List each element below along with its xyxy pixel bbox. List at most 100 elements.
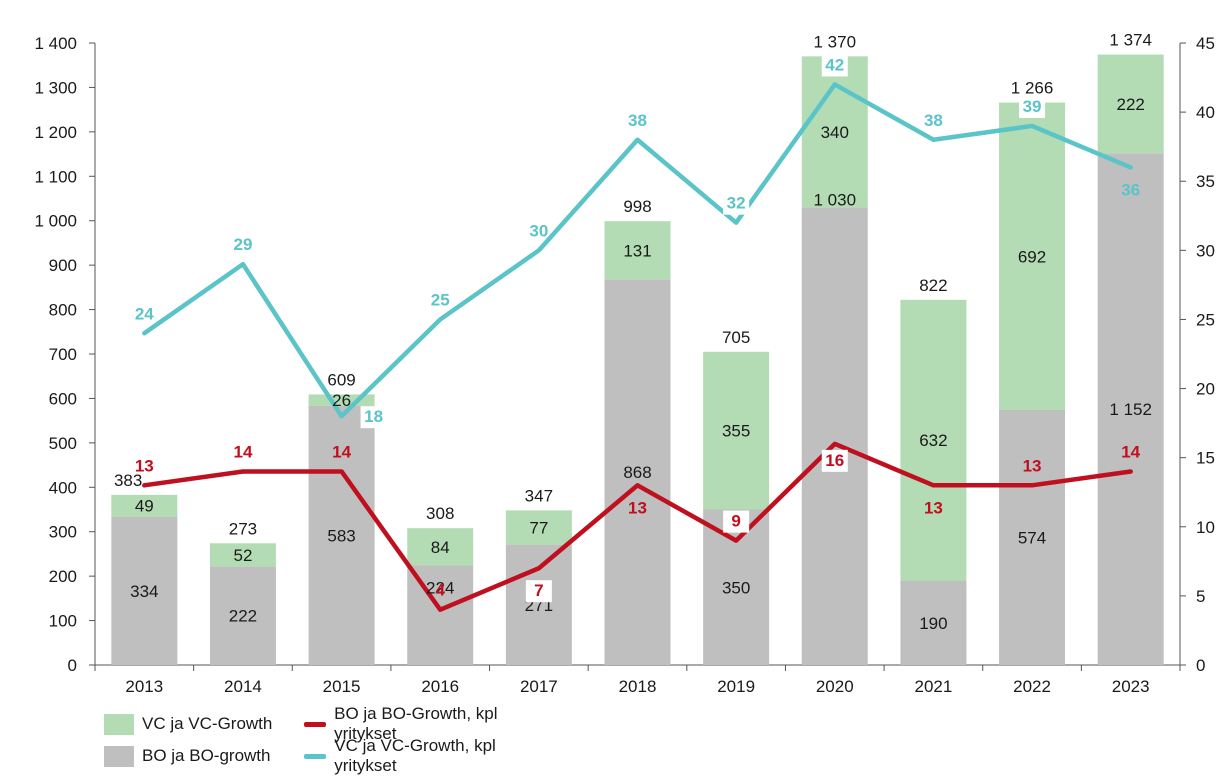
bar-bo	[999, 409, 1066, 665]
bar-bo	[1097, 153, 1164, 665]
left-tick-label: 800	[49, 301, 77, 320]
x-tick-label: 2020	[816, 677, 854, 696]
bar-label-total: 1 374	[1109, 31, 1152, 50]
line-label-vc: 39	[1023, 97, 1042, 116]
legend-item-bo-line: BO ja BO-Growth, kpl yritykset	[304, 704, 504, 744]
left-tick-label: 1 100	[34, 167, 77, 186]
bar-label-vc: 77	[529, 518, 548, 537]
legend-swatch-vc-bar	[104, 713, 134, 735]
line-label-bo-bg	[821, 449, 848, 472]
x-tick-label: 2017	[520, 677, 558, 696]
bar-vc	[900, 299, 967, 581]
bar-vc	[209, 543, 276, 567]
line-bo-count	[142, 441, 1133, 612]
bar-label-vc: 222	[1116, 95, 1144, 114]
legend-label-vc-line: VC ja VC-Growth, kpl yritykset	[334, 736, 496, 775]
right-tick-label: 10	[1196, 518, 1215, 537]
right-tick-label: 0	[1196, 656, 1205, 675]
bar-label-bo: 868	[623, 463, 651, 482]
bar-label-total: 822	[919, 276, 947, 295]
left-tick-label: 1 300	[34, 78, 77, 97]
bar-label-bo: 1 030	[813, 190, 856, 209]
bar-vc	[111, 494, 178, 517]
line-label-bo: 4	[435, 581, 445, 600]
bar-label-vc: 632	[919, 431, 947, 450]
bar-label-total: 347	[525, 486, 553, 505]
bar-label-total: 609	[327, 370, 355, 389]
line-label-bo: 9	[731, 512, 740, 531]
line-vc-count	[142, 82, 1133, 419]
left-tick-label: 200	[49, 567, 77, 586]
bar-label-bo: 583	[327, 526, 355, 545]
legend-label-bo-line: BO ja BO-Growth, kpl yritykset	[334, 704, 498, 743]
line-label-vc-bg	[723, 192, 750, 215]
line-label-bo: 13	[628, 498, 647, 517]
left-tick-label: 700	[49, 345, 77, 364]
bar-bo	[111, 516, 178, 665]
bar-label-bo: 222	[229, 607, 257, 626]
bar-bo	[900, 580, 967, 665]
bar-bo	[505, 544, 572, 665]
bar-vc	[801, 56, 868, 208]
bar-vc	[703, 351, 770, 510]
bar-label-vc: 340	[821, 123, 849, 142]
left-tick-label: 100	[49, 612, 77, 631]
bar-label-bo: 1 152	[1109, 400, 1152, 419]
bar-label-total: 308	[426, 504, 454, 523]
bar-label-vc: 355	[722, 422, 750, 441]
line-label-vc-bg	[360, 406, 387, 429]
left-tick-label: 0	[68, 656, 77, 675]
left-tick-label: 300	[49, 523, 77, 542]
bar-bo	[308, 405, 375, 665]
line-label-vc: 42	[825, 55, 844, 74]
bar-label-total: 383	[114, 471, 142, 490]
line-label-vc: 38	[628, 111, 647, 130]
x-tick-label: 2018	[619, 677, 657, 696]
left-tick-label: 500	[49, 434, 77, 453]
bar-vc	[407, 528, 474, 566]
line-label-vc: 29	[233, 235, 252, 254]
bar-bo	[703, 509, 770, 665]
line-label-vc: 38	[924, 111, 943, 130]
right-tick-label: 45	[1196, 34, 1215, 53]
left-tick-label: 400	[49, 478, 77, 497]
x-tick-label: 2022	[1013, 677, 1051, 696]
bar-label-total: 705	[722, 328, 750, 347]
x-tick-label: 2014	[224, 677, 262, 696]
left-tick-label: 1 000	[34, 212, 77, 231]
line-label-vc-bg	[821, 54, 848, 77]
bar-vc	[999, 102, 1066, 410]
bar-label-bo: 574	[1018, 528, 1046, 547]
legend-item-bo-bar: BO ja BO-growth	[104, 745, 304, 767]
right-tick-label: 15	[1196, 449, 1215, 468]
line-label-vc-bg	[1019, 95, 1046, 118]
line-label-vc: 24	[135, 304, 154, 323]
legend-label-bo-bar: BO ja BO-growth	[142, 746, 271, 765]
line-label-bo: 14	[1121, 442, 1140, 461]
bar-label-vc: 84	[431, 538, 450, 557]
line-label-bo: 13	[924, 498, 943, 517]
right-tick-label: 35	[1196, 172, 1215, 191]
bar-label-bo: 334	[130, 582, 158, 601]
bar-label-bo: 224	[426, 578, 454, 597]
right-tick-label: 5	[1196, 587, 1205, 606]
lines	[142, 82, 1133, 612]
line-label-bo-bg	[525, 580, 552, 603]
line-label-vc: 25	[431, 290, 450, 309]
x-tick-label: 2013	[125, 677, 163, 696]
line-label-bo-bg	[723, 510, 750, 533]
left-tick-label: 1 400	[34, 34, 77, 53]
legend-item-vc-line: VC ja VC-Growth, kpl yritykset	[304, 736, 504, 776]
bar-label-total: 1 370	[813, 32, 856, 51]
right-tick-label: 25	[1196, 310, 1215, 329]
x-tick-label: 2023	[1112, 677, 1150, 696]
legend-swatch-bo-line	[304, 721, 327, 727]
bar-vc	[308, 394, 375, 406]
left-tick-label: 900	[49, 256, 77, 275]
right-tick-label: 30	[1196, 241, 1215, 260]
legend-swatch-vc-line	[304, 753, 327, 759]
line-label-bo: 16	[825, 451, 844, 470]
